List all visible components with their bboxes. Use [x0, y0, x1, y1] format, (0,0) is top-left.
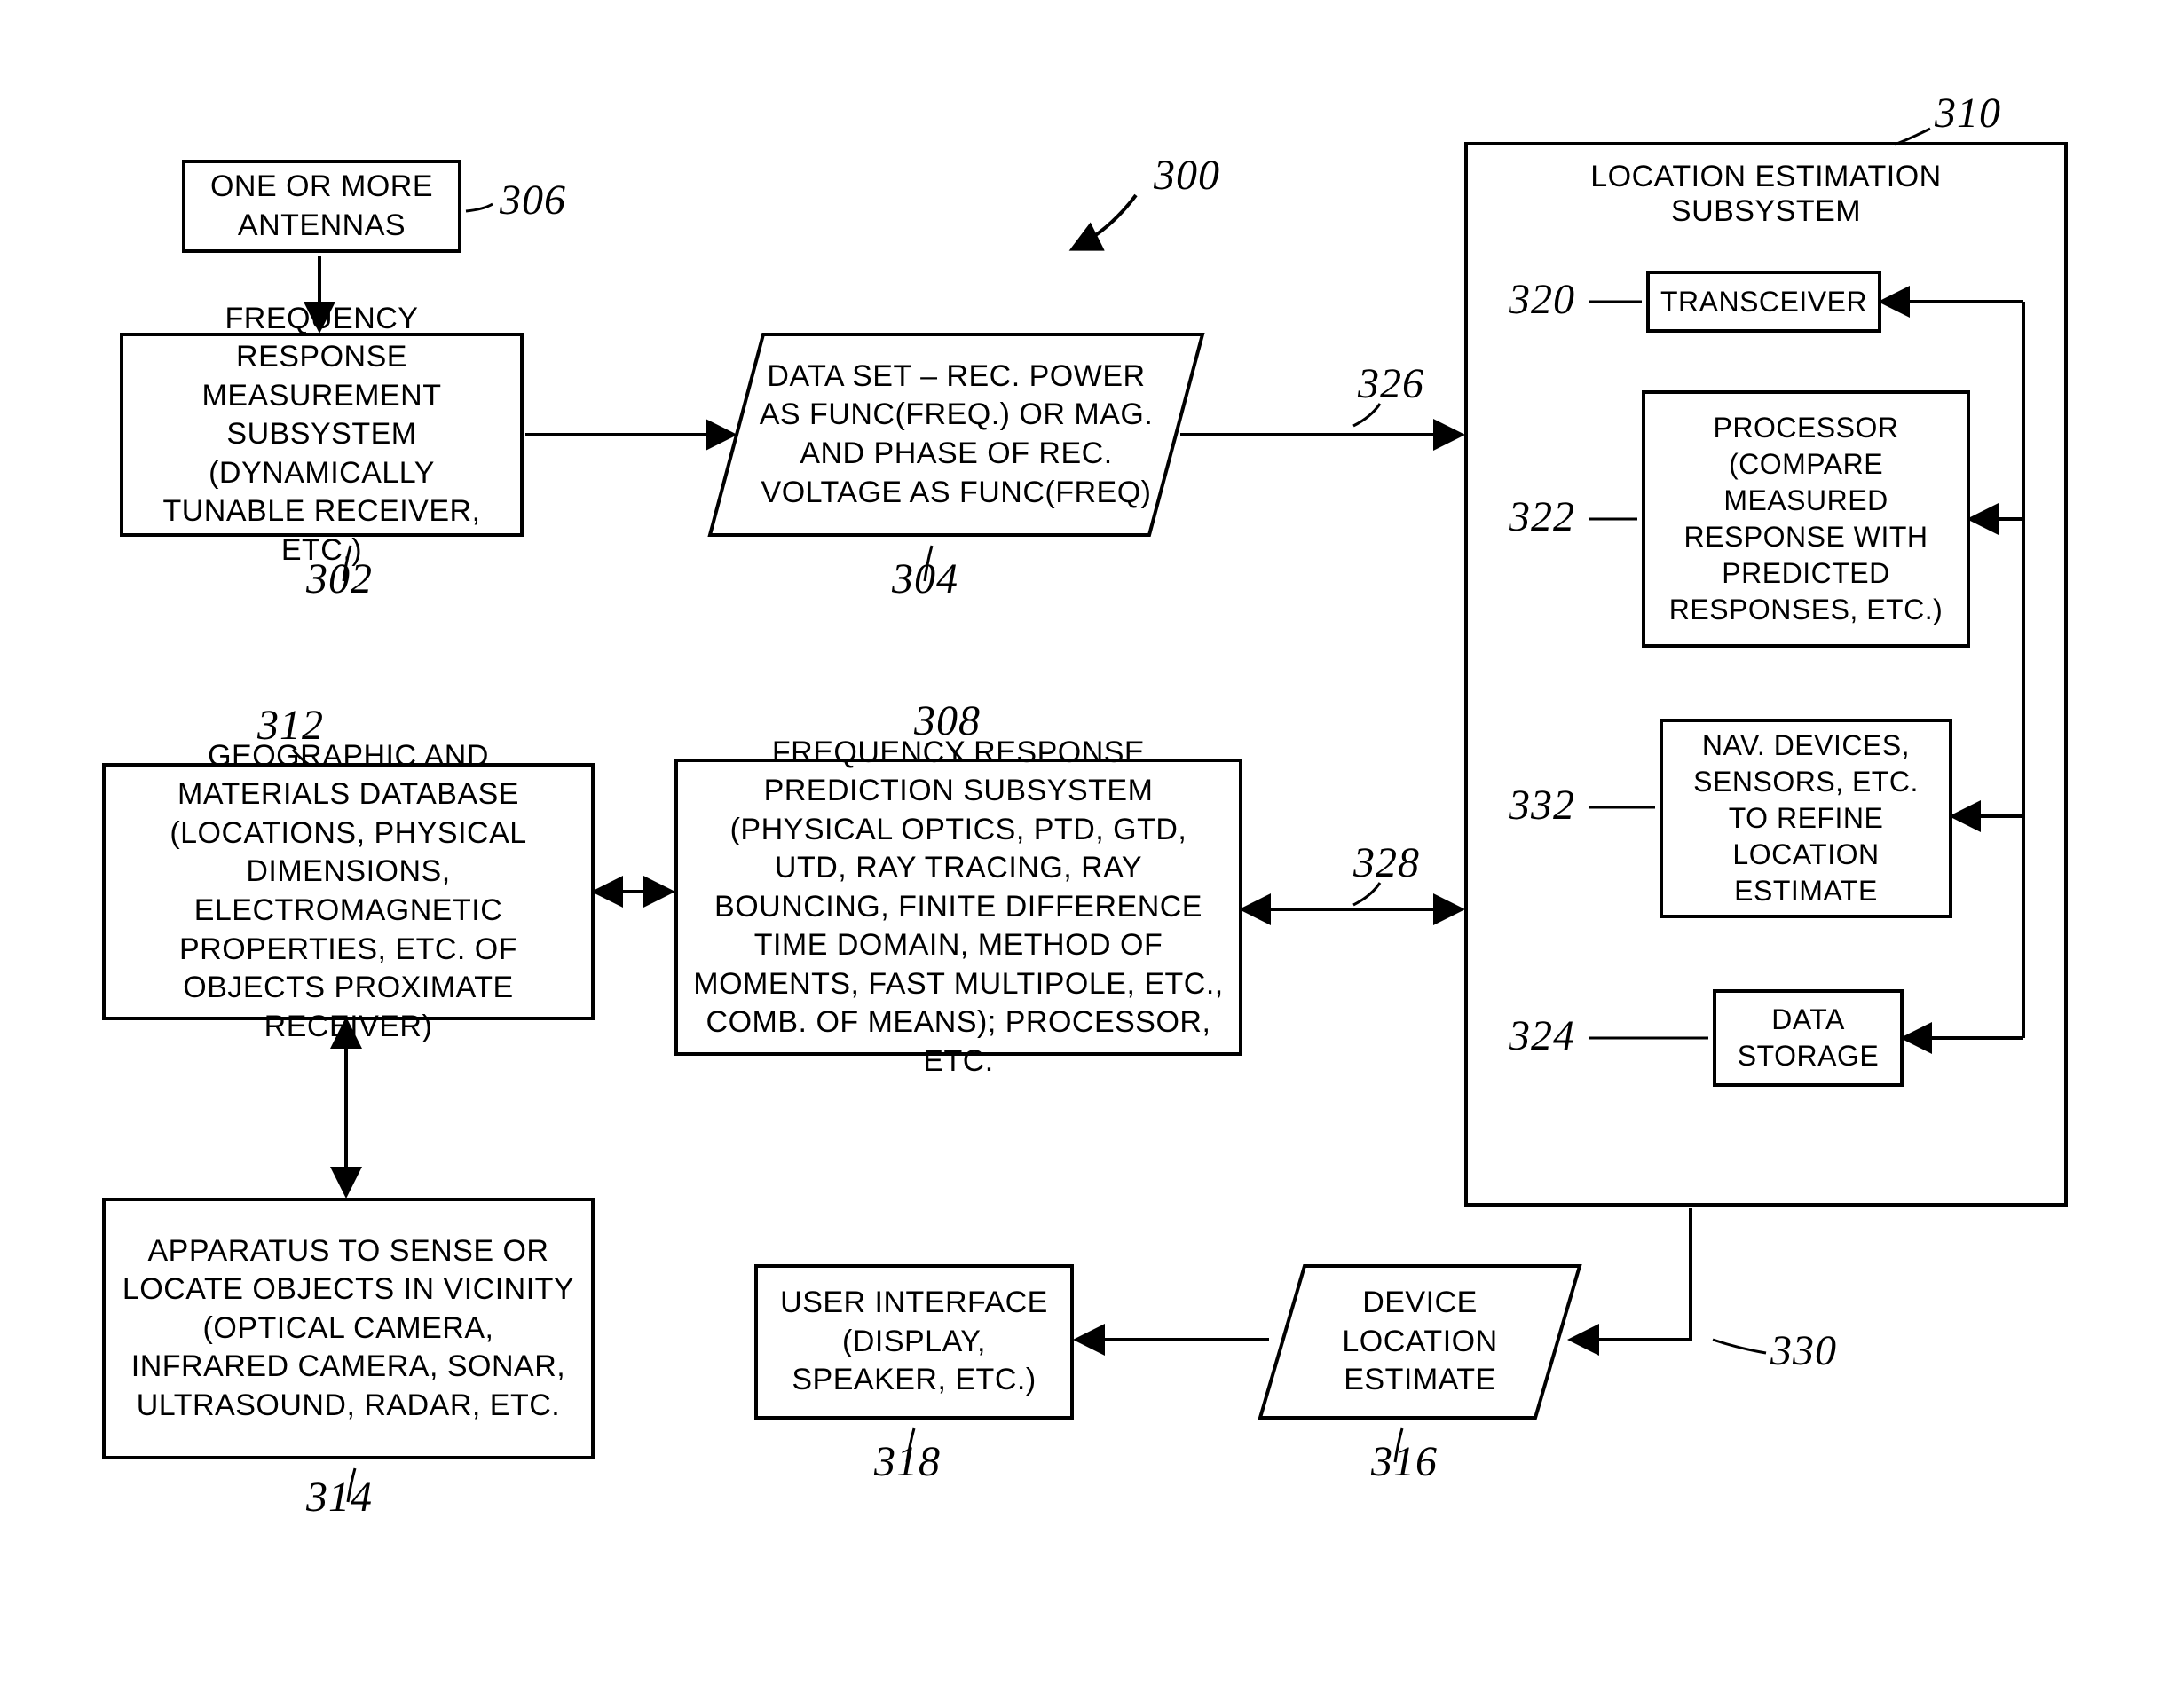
- ref-318: 318: [874, 1437, 941, 1486]
- ref-332: 332: [1509, 781, 1575, 830]
- text-prediction: FREQUENCY RESPONSE PREDICTION SUBSYSTEM …: [692, 734, 1225, 1081]
- text-sense: APPARATUS TO SENSE OR LOCATE OBJECTS IN …: [120, 1232, 577, 1426]
- box-ui: USER INTERFACE (DISPLAY, SPEAKER, ETC.): [754, 1264, 1074, 1420]
- box-dataset: DATA SET – REC. POWER AS FUNC(FREQ.) OR …: [710, 333, 1202, 537]
- ref-312: 312: [257, 701, 324, 750]
- text-nav: NAV. DEVICES, SENSORS, ETC. TO REFINE LO…: [1677, 727, 1935, 909]
- ref-330: 330: [1770, 1326, 1837, 1375]
- ref-316: 316: [1371, 1437, 1438, 1486]
- text-ui: USER INTERFACE (DISPLAY, SPEAKER, ETC.): [772, 1284, 1056, 1400]
- text-freq-meas: FREQUENCY RESPONSE MEASUREMENT SUBSYSTEM…: [138, 300, 506, 570]
- ref-310: 310: [1935, 89, 2001, 138]
- ref-324: 324: [1509, 1011, 1575, 1060]
- box-freq-meas: FREQUENCY RESPONSE MEASUREMENT SUBSYSTEM…: [120, 333, 524, 537]
- text-geo-db: GEOGRAPHIC AND MATERIALS DATABASE (LOCAT…: [120, 737, 577, 1046]
- box-transceiver: TRANSCEIVER: [1646, 271, 1881, 333]
- text-dataset: DATA SET – REC. POWER AS FUNC(FREQ.) OR …: [710, 358, 1202, 512]
- box-geo-db: GEOGRAPHIC AND MATERIALS DATABASE (LOCAT…: [102, 763, 595, 1020]
- box-prediction: FREQUENCY RESPONSE PREDICTION SUBSYSTEM …: [674, 759, 1242, 1056]
- text-transceiver: TRANSCEIVER: [1660, 284, 1867, 320]
- ref-308: 308: [914, 696, 981, 745]
- title-loc-est: LOCATION ESTIMATION SUBSYSTEM: [1562, 160, 1970, 229]
- text-loc-title: LOCATION ESTIMATION SUBSYSTEM: [1590, 160, 1942, 228]
- ref-302: 302: [306, 554, 373, 603]
- box-storage: DATA STORAGE: [1713, 989, 1904, 1087]
- box-dev-loc: DEVICE LOCATION ESTIMATE: [1260, 1264, 1580, 1420]
- text-processor: PROCESSOR (COMPARE MEASURED RESPONSE WIT…: [1660, 410, 1952, 628]
- ref-304: 304: [892, 554, 958, 603]
- ref-314: 314: [306, 1473, 373, 1522]
- box-nav: NAV. DEVICES, SENSORS, ETC. TO REFINE LO…: [1660, 719, 1952, 918]
- diagram-canvas: ONE OR MORE ANTENNAS FREQUENCY RESPONSE …: [0, 0, 2184, 1683]
- ref-326: 326: [1358, 359, 1424, 408]
- box-antennas: ONE OR MORE ANTENNAS: [182, 160, 461, 253]
- ref-328: 328: [1353, 838, 1420, 887]
- text-storage: DATA STORAGE: [1731, 1002, 1886, 1074]
- ref-306: 306: [500, 176, 566, 224]
- text-dev-loc: DEVICE LOCATION ESTIMATE: [1260, 1284, 1580, 1400]
- ref-320: 320: [1509, 275, 1575, 324]
- box-processor: PROCESSOR (COMPARE MEASURED RESPONSE WIT…: [1642, 390, 1970, 648]
- ref-300: 300: [1154, 151, 1220, 200]
- text-antennas: ONE OR MORE ANTENNAS: [200, 168, 444, 245]
- ref-322: 322: [1509, 492, 1575, 541]
- box-sense: APPARATUS TO SENSE OR LOCATE OBJECTS IN …: [102, 1198, 595, 1459]
